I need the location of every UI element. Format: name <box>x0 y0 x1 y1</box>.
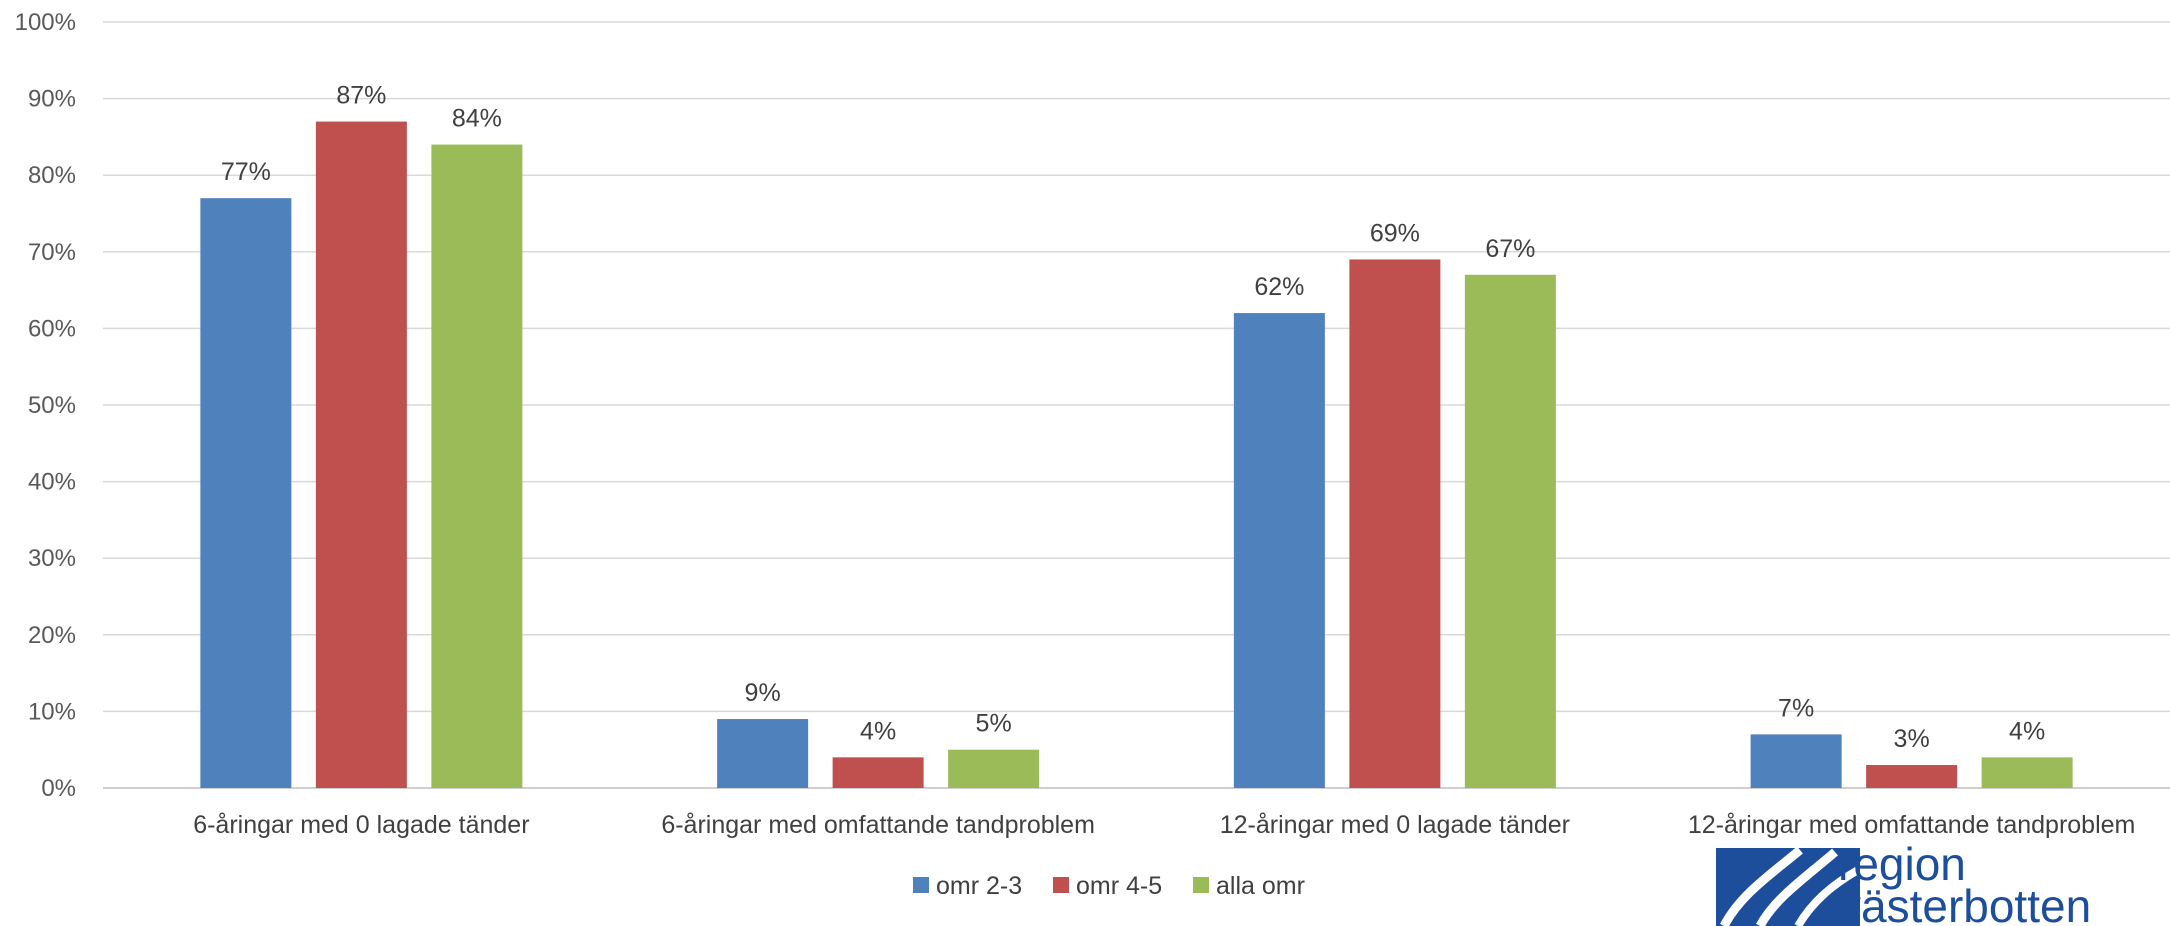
bar <box>832 757 924 788</box>
data-label: 67% <box>1485 235 1535 263</box>
legend-entry: omr 4-5 <box>1076 872 1162 900</box>
data-labels: 77% 87% 84% 9% 4% 5% 62% 69% 67% 7% 3% 4% <box>221 82 2045 753</box>
data-label: 87% <box>336 82 386 110</box>
category-labels: 6-åringar med 0 lagade tänder 6-åringar m… <box>193 811 2135 839</box>
legend-swatch <box>1193 877 1209 893</box>
bars <box>200 121 2073 789</box>
bar <box>717 719 809 788</box>
bar <box>1750 734 1842 788</box>
legend-entry: omr 2-3 <box>936 872 1022 900</box>
category-label: 12-åringar med 0 lagade tänder <box>1220 811 1570 839</box>
data-label: 77% <box>221 158 271 186</box>
logo-mark-icon <box>1716 846 1860 926</box>
logo-text-vasterbotten: västerbotten <box>1838 880 2091 926</box>
data-label: 4% <box>860 717 896 745</box>
data-label: 5% <box>976 710 1012 738</box>
y-tick-label: 50% <box>28 392 76 419</box>
bar <box>431 144 523 788</box>
y-tick-label: 10% <box>28 698 76 725</box>
bar <box>200 198 292 788</box>
y-tick-label: 60% <box>28 315 76 342</box>
y-tick-label: 30% <box>28 545 76 572</box>
data-label: 84% <box>452 105 502 133</box>
category-label: 12-åringar med omfattande tandproblem <box>1688 811 2136 839</box>
y-tick-label: 90% <box>28 86 76 113</box>
y-tick-label: 80% <box>28 162 76 189</box>
y-axis-ticks: 0% 10% 20% 30% 40% 50% 60% 70% 80% 90% 100% <box>15 9 76 802</box>
y-tick-label: 40% <box>28 469 76 496</box>
legend: omr 2-3 omr 4-5 alla omr <box>913 872 1305 900</box>
legend-entry: alla omr <box>1216 872 1305 900</box>
data-label: 7% <box>1778 694 1814 722</box>
data-label: 9% <box>745 679 781 707</box>
bar <box>1464 274 1556 788</box>
bar <box>1349 259 1441 789</box>
data-label: 69% <box>1370 219 1420 247</box>
data-label: 4% <box>2009 717 2045 745</box>
bar <box>1866 765 1958 788</box>
region-vasterbotten-logo: region västerbotten <box>1716 838 2091 926</box>
legend-swatch <box>913 877 929 893</box>
bar <box>948 749 1040 788</box>
y-tick-label: 0% <box>41 775 76 802</box>
category-label: 6-åringar med 0 lagade tänder <box>193 811 529 839</box>
y-tick-label: 70% <box>28 239 76 266</box>
data-label: 3% <box>1894 725 1930 753</box>
bar <box>1233 313 1325 788</box>
y-tick-label: 100% <box>15 9 76 36</box>
gridlines <box>103 21 2170 789</box>
y-tick-label: 20% <box>28 622 76 649</box>
category-label: 6-åringar med omfattande tandproblem <box>661 811 1095 839</box>
bar <box>1981 757 2073 788</box>
data-label: 62% <box>1254 273 1304 301</box>
bar <box>315 121 407 788</box>
logo-text-region: region <box>1838 838 1966 890</box>
legend-swatch <box>1053 877 1069 893</box>
